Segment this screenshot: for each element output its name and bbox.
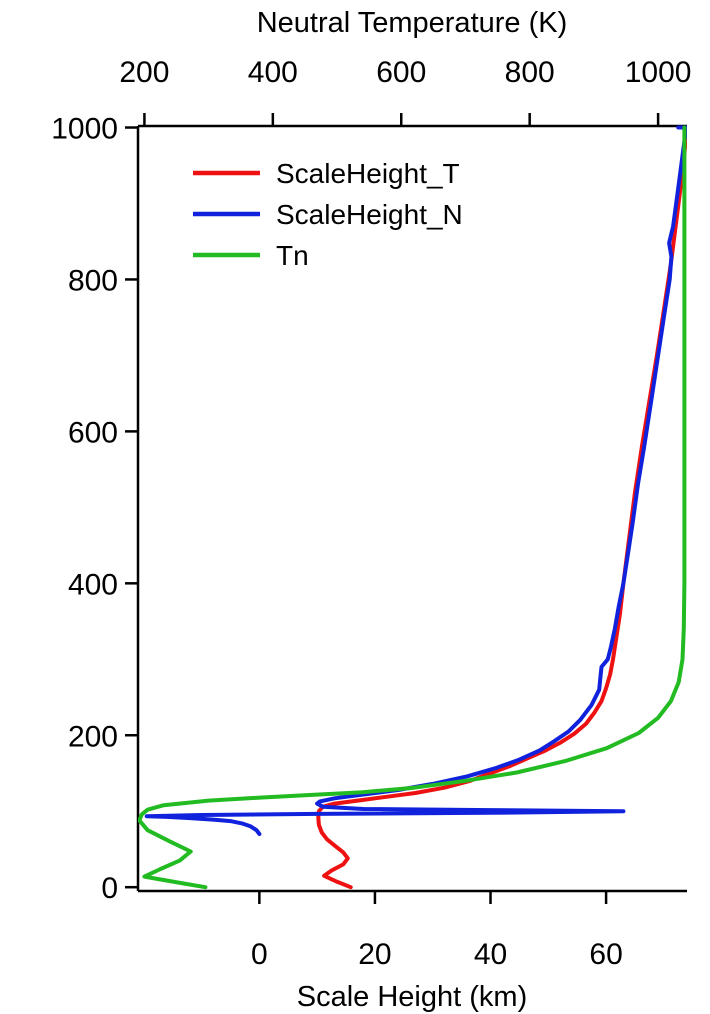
top-tick-label: 800 — [505, 56, 555, 89]
series-line-scaleheight-t — [316, 125, 687, 890]
top-tick-label: 1000 — [625, 56, 692, 89]
series-layer — [138, 125, 687, 890]
top-tick-label: 400 — [248, 56, 298, 89]
left-tick-label: 800 — [68, 264, 118, 297]
top-tick-label: 600 — [376, 56, 426, 89]
left-tick-label: 0 — [101, 872, 118, 905]
plot-frame — [136, 124, 687, 893]
legend: ScaleHeight_T ScaleHeight_N Tn — [193, 158, 463, 271]
bottom-tick-label: 60 — [589, 938, 622, 971]
bottom-tick-label: 40 — [474, 938, 507, 971]
legend-label-scaleheight-t: ScaleHeight_T — [276, 158, 460, 189]
bottom-tick-label: 20 — [358, 938, 391, 971]
left-tick-label: 600 — [68, 416, 118, 449]
series-line-tn — [138, 125, 687, 890]
bottom-tick-label: 0 — [251, 938, 268, 971]
legend-label-scaleheight-n: ScaleHeight_N — [276, 199, 463, 230]
series-line-scaleheight-n — [144, 125, 687, 836]
bottom-axis-title: Scale Height (km) — [297, 981, 527, 1013]
top-axis-title: Neutral Temperature (K) — [257, 7, 568, 39]
left-tick-label: 1000 — [51, 113, 118, 146]
top-tick-label: 200 — [119, 56, 169, 89]
left-tick-label: 200 — [68, 720, 118, 753]
left-tick-label: 400 — [68, 568, 118, 601]
legend-label-tn: Tn — [276, 240, 309, 271]
